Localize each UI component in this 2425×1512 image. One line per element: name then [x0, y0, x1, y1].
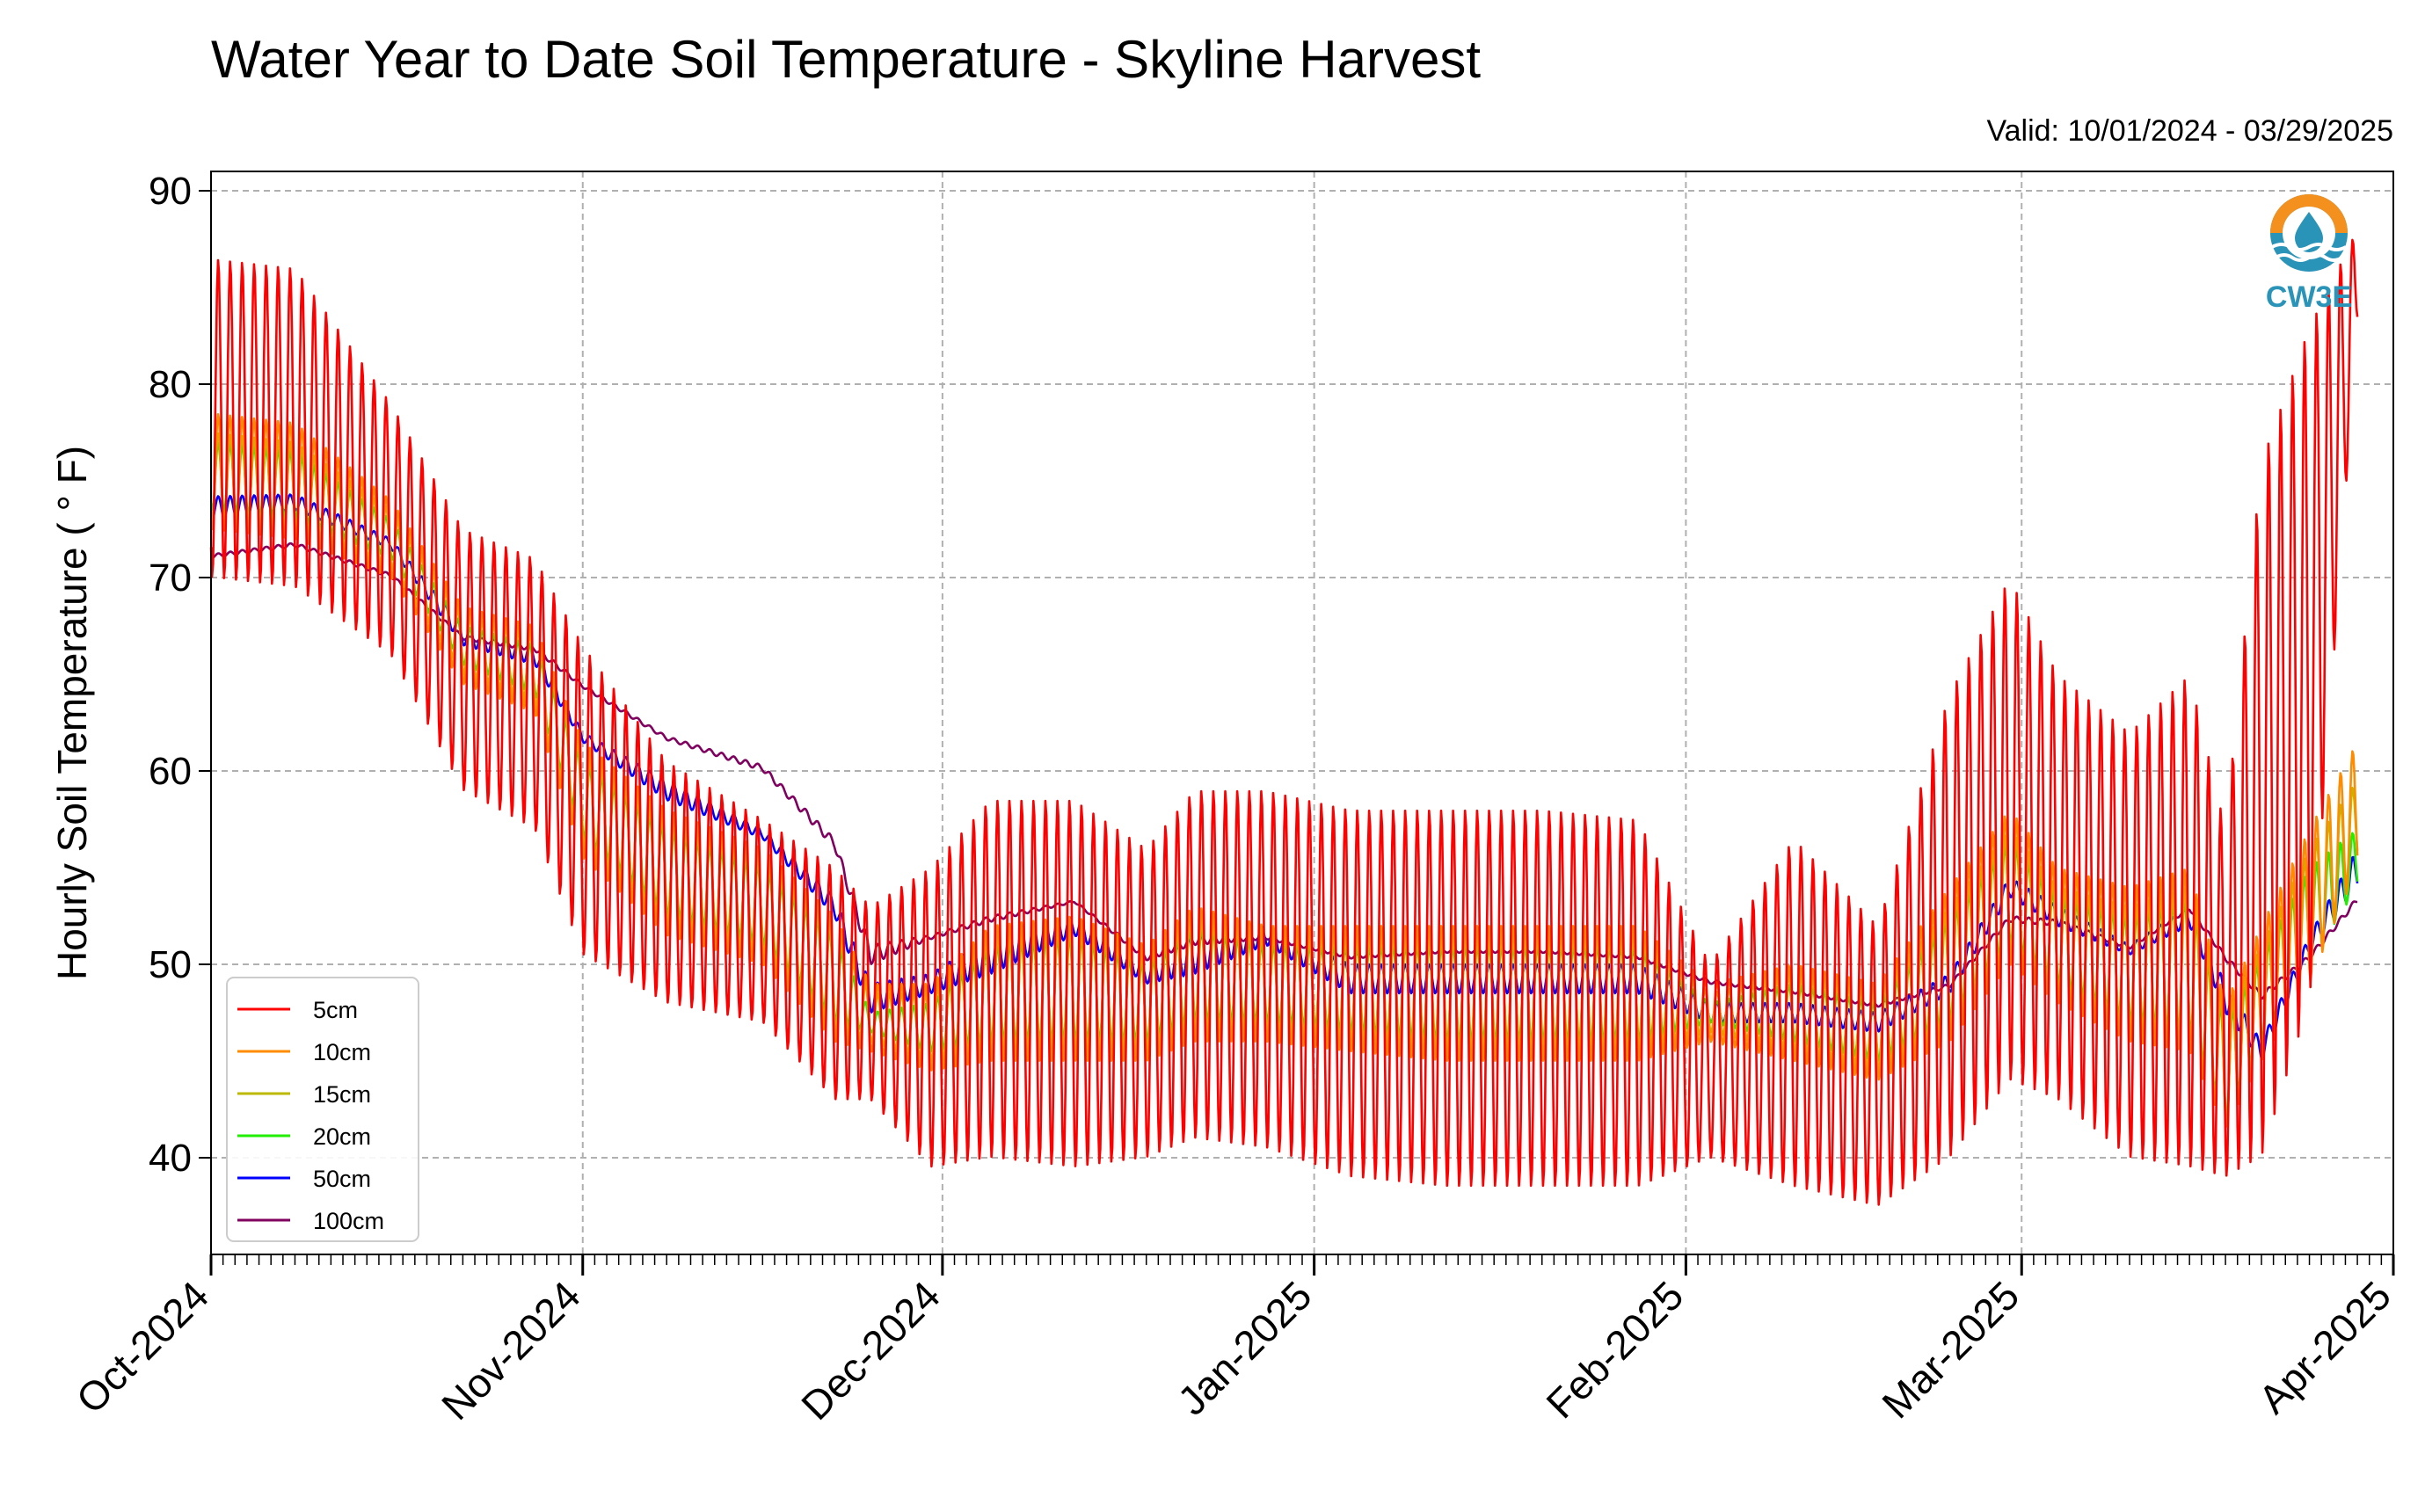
- logo-sun-arc: [2270, 194, 2348, 233]
- legend-label-10cm: 10cm: [313, 1039, 371, 1065]
- chart-subtitle: Valid: 10/01/2024 - 03/29/2025: [1986, 114, 2393, 148]
- x-tick-label: Oct-2024: [68, 1272, 218, 1422]
- series-line-5cm: [209, 238, 2359, 1206]
- y-tick-label: 60: [149, 750, 192, 793]
- legend: 5cm 10cm 15cm 20cm 50cm 100cm: [226, 977, 419, 1242]
- y-tick-label: 50: [149, 943, 192, 986]
- x-tick-label: Apr-2025: [2249, 1272, 2400, 1422]
- x-tick-label: Mar-2025: [1873, 1272, 2028, 1427]
- logo-wave-2: [2274, 253, 2344, 262]
- legend-box: [226, 977, 419, 1242]
- legend-label-5cm: 5cm: [313, 997, 358, 1023]
- y-tick-label: 70: [149, 556, 192, 600]
- y-axis-label: Hourly Soil Temperature ( ° F): [49, 446, 95, 980]
- logo-text: CW3E: [2266, 280, 2352, 314]
- legend-label-50cm: 50cm: [313, 1166, 371, 1192]
- legend-label-20cm: 20cm: [313, 1123, 371, 1150]
- x-tick-label: Feb-2025: [1537, 1272, 1692, 1427]
- cw3e-logo: CW3E: [2266, 194, 2352, 314]
- x-tick-label: Nov-2024: [433, 1272, 589, 1428]
- logo-wave: [2271, 243, 2347, 251]
- series-lines: [209, 238, 2359, 1206]
- y-tick-label: 40: [149, 1137, 192, 1180]
- y-tick-label: 90: [149, 170, 192, 213]
- legend-label-15cm: 15cm: [313, 1081, 371, 1108]
- x-tick-label: Jan-2025: [1169, 1272, 1320, 1423]
- y-tick-label: 80: [149, 363, 192, 406]
- x-tick-label: Dec-2024: [792, 1272, 949, 1428]
- chart-title: Water Year to Date Soil Temperature - Sk…: [211, 30, 1481, 89]
- legend-label-100cm: 100cm: [313, 1208, 384, 1234]
- logo-drop-icon: [2295, 212, 2323, 252]
